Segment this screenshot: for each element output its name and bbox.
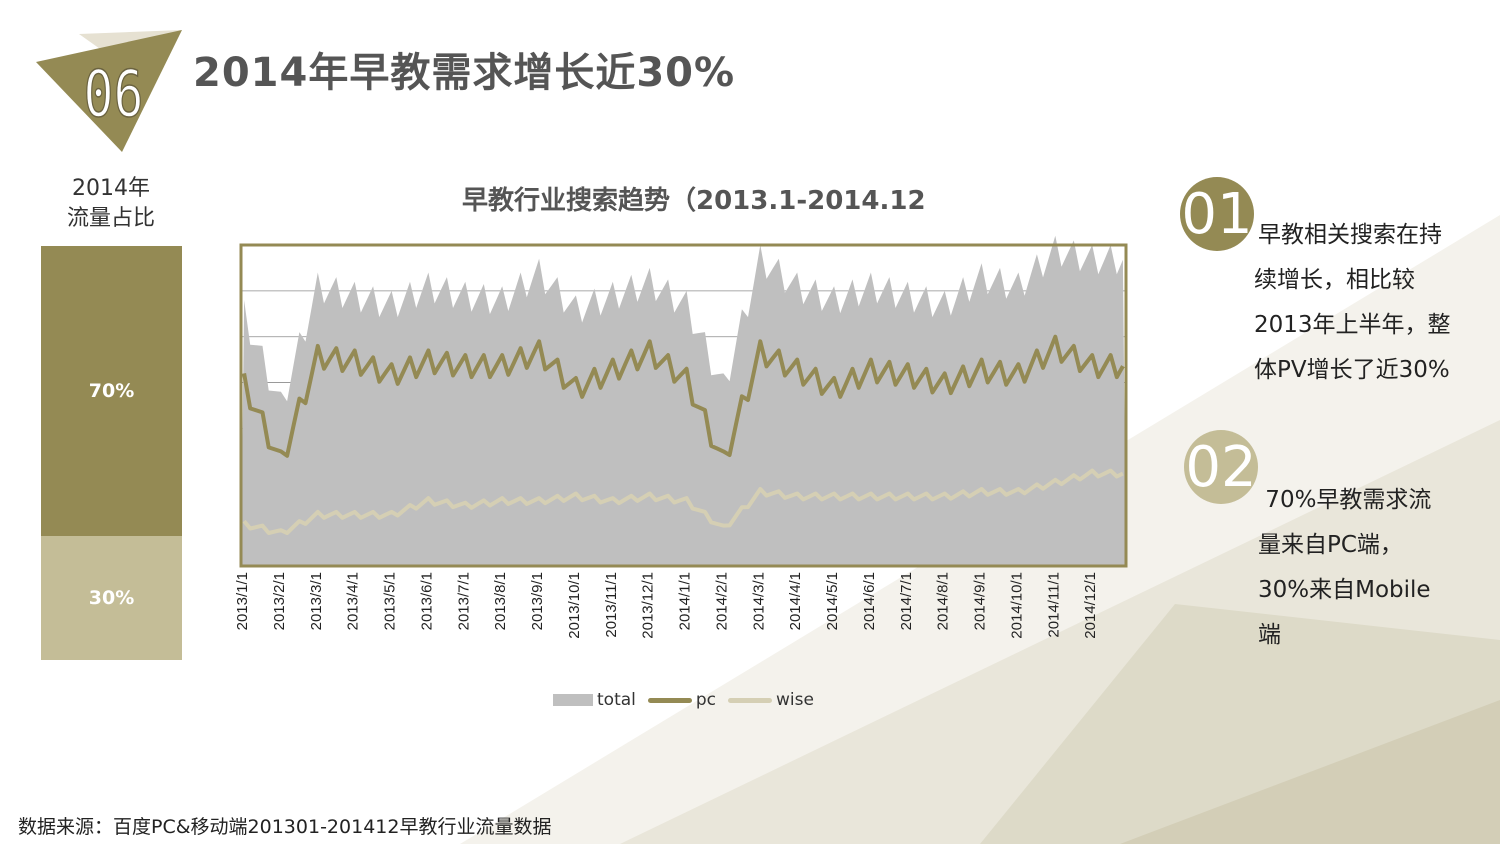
page-title: 2014年早教需求增长近30% [193, 50, 736, 96]
share-bar-pc-label: 70% [88, 379, 135, 402]
note-2-text: 70%早教需求流 量来自PC端， 30%来自Mobile 端 [1258, 478, 1431, 658]
x-tick-label: 2014/7/1 [898, 572, 915, 630]
x-tick-label: 2014/8/1 [935, 572, 952, 630]
note-2-number-circle: 02 [1184, 430, 1258, 504]
x-tick-label: 2014/3/1 [750, 572, 767, 630]
note-1-line: 2013年上半年，整 [1254, 312, 1451, 338]
note-2-line: 端 [1258, 622, 1281, 648]
x-tick-label: 2013/9/1 [529, 572, 546, 630]
chart-title: 早教行业搜索趋势（2013.1-2014.12 [462, 186, 926, 216]
x-tick-label: 2013/5/1 [382, 572, 399, 630]
legend-item-total: total [553, 690, 636, 710]
x-tick-label: 2014/1/1 [677, 572, 694, 630]
x-tick-label: 2014/11/1 [1045, 572, 1062, 638]
x-tick-label: 2013/4/1 [345, 572, 362, 630]
x-tick-label: 2014/2/1 [713, 572, 730, 630]
series-total-area [241, 235, 1126, 567]
x-tick-label: 2013/7/1 [455, 572, 472, 630]
x-tick-label: 2014/4/1 [787, 572, 804, 630]
note-2-number: 02 [1185, 434, 1257, 500]
x-tick-label: 2013/12/1 [640, 572, 657, 639]
x-tick-label: 2014/5/1 [824, 572, 841, 630]
x-tick-label: 2013/1/1 [234, 572, 251, 630]
share-title: 2014年 流量占比 [40, 174, 182, 234]
share-bar-pc: 70% [41, 246, 182, 536]
note-1-number: 01 [1181, 181, 1253, 247]
legend-label-pc: pc [695, 690, 717, 710]
chart-legend: total pc wise [553, 690, 826, 710]
legend-item-pc: pc [647, 690, 717, 710]
x-tick-label: 2014/12/1 [1082, 572, 1099, 639]
share-bar-wise: 30% [41, 535, 182, 660]
note-1-number-circle: 01 [1180, 177, 1254, 251]
section-badge: 06 [36, 30, 182, 152]
legend-swatch-total [553, 694, 593, 706]
x-tick-label: 2014/10/1 [1008, 572, 1025, 639]
x-tick-label: 2014/6/1 [861, 572, 878, 630]
badge-number: 06 [84, 57, 144, 132]
note-2-line: 30%来自Mobile [1258, 577, 1431, 603]
legend-swatch-wise [728, 697, 773, 703]
plot-frame [239, 243, 1128, 568]
note-2-line: 70%早教需求流 [1258, 487, 1432, 513]
note-1-line: 体PV增长了近30% [1254, 357, 1450, 383]
share-title-line2: 流量占比 [66, 206, 155, 231]
legend-swatch-pc [647, 697, 692, 703]
x-tick-label: 2013/3/1 [308, 572, 325, 630]
x-tick-label: 2014/9/1 [972, 572, 989, 630]
note-2-line: 量来自PC端， [1258, 532, 1403, 558]
legend-label-total: total [597, 690, 636, 710]
x-tick-label: 2013/8/1 [492, 572, 509, 630]
note-1-line: 早教相关搜索在持 [1258, 222, 1442, 248]
x-tick-label: 2013/11/1 [603, 572, 620, 638]
series-wise-line [242, 468, 1124, 535]
share-title-line1: 2014年 [72, 176, 150, 201]
share-bar-wise-label: 30% [88, 586, 135, 609]
legend-label-wise: wise [776, 690, 814, 710]
x-tick-label: 2013/2/1 [271, 572, 288, 630]
legend-item-wise: wise [728, 690, 814, 710]
data-source-note: 数据来源：百度PC&移动端201301-201412早教行业流量数据 [18, 816, 552, 838]
series-pc-line [242, 334, 1125, 458]
note-1-text: 早教相关搜索在持 续增长，相比较 2013年上半年，整 体PV增长了近30% [1254, 213, 1451, 393]
x-tick-label: 2013/10/1 [566, 572, 583, 639]
note-1-line: 续增长，相比较 [1254, 267, 1415, 293]
x-tick-label: 2013/6/1 [418, 572, 435, 630]
